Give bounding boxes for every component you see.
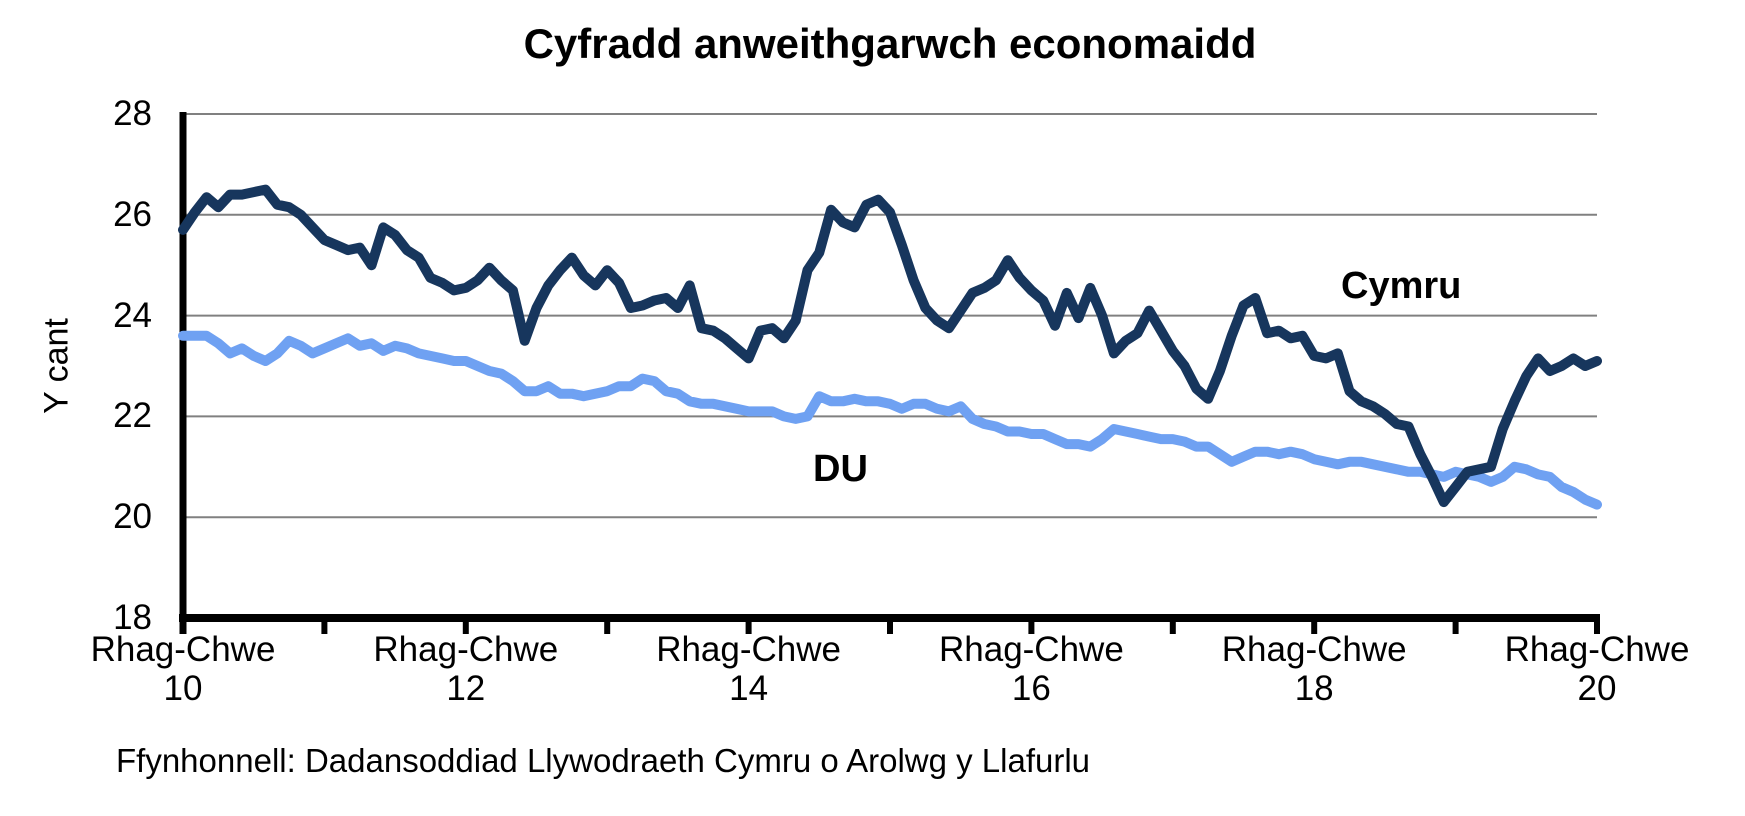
x-tick-period: Rhag-Chwe bbox=[938, 630, 1124, 669]
x-tick-period: Rhag-Chwe bbox=[1221, 630, 1407, 669]
y-tick-label: 28 bbox=[113, 94, 152, 133]
series-label-cymru: Cymru bbox=[1341, 265, 1462, 307]
du-line bbox=[178, 330, 1602, 510]
series-label-du: DU bbox=[813, 448, 868, 490]
x-tick-period: Rhag-Chwe bbox=[656, 630, 841, 669]
x-tick-year: 14 bbox=[729, 669, 769, 708]
y-tick-label: 18 bbox=[113, 598, 152, 637]
x-tick-label: Rhag-Chwe 18 bbox=[1194, 630, 1434, 708]
x-tick-period: Rhag-Chwe bbox=[90, 630, 276, 669]
source-note: Ffynhonnell: Dadansoddiad Llywodraeth Cy… bbox=[116, 742, 1091, 779]
x-tick-year: 12 bbox=[446, 669, 486, 708]
cymru-line bbox=[178, 184, 1602, 508]
x-tick-label: Rhag-Chwe 16 bbox=[911, 630, 1151, 708]
x-tick-label: Rhag-Chwe 12 bbox=[346, 630, 586, 708]
x-tick-year: 16 bbox=[1011, 669, 1051, 708]
x-tick-label: Rhag-Chwe 20 bbox=[1477, 630, 1717, 708]
x-tick-label: Rhag-Chwe 14 bbox=[629, 630, 869, 708]
x-tick-label: Rhag-Chwe 10 bbox=[63, 630, 303, 708]
x-tick-year: 20 bbox=[1577, 669, 1617, 708]
chart-title: Cyfradd anweithgarwch economaidd bbox=[523, 20, 1257, 67]
y-tick-label: 26 bbox=[113, 194, 152, 234]
x-tick-year: 18 bbox=[1294, 669, 1334, 708]
x-tick-period: Rhag-Chwe bbox=[373, 630, 559, 669]
y-tick-label: 24 bbox=[113, 295, 152, 335]
x-tick-year: 10 bbox=[163, 669, 203, 708]
y-tick-label: 22 bbox=[113, 396, 152, 436]
x-tick-period: Rhag-Chwe bbox=[1504, 630, 1690, 669]
y-tick-label: 20 bbox=[113, 497, 152, 537]
